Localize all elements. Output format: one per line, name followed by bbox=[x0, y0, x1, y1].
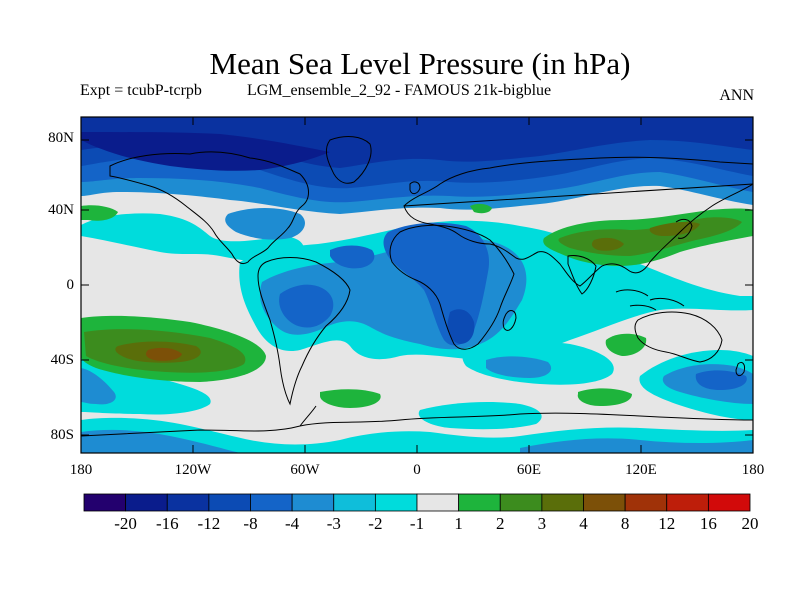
lon-label: 60W bbox=[290, 462, 320, 478]
colorbar-label: 3 bbox=[537, 514, 547, 533]
field-pos-s-atlantic bbox=[320, 389, 381, 408]
colorbar-label: -12 bbox=[197, 514, 221, 533]
field-antarctic-light-east bbox=[520, 438, 753, 453]
colorbar-label: 1 bbox=[454, 514, 463, 533]
field-pos-asia-core bbox=[591, 237, 624, 251]
lon-label: 120W bbox=[174, 462, 212, 478]
lon-label: 60E bbox=[516, 462, 542, 478]
colorbar-swatch bbox=[291, 493, 335, 512]
field-south-cyan-mid bbox=[418, 402, 542, 430]
lon-label: 120E bbox=[625, 462, 657, 478]
experiment-label: Expt = tcubP-tcrpb bbox=[80, 82, 202, 99]
field-pos-north-pacific bbox=[81, 205, 118, 221]
coast-north-america bbox=[109, 151, 309, 265]
colorbar-label: 20 bbox=[741, 514, 759, 533]
colorbar-label: -4 bbox=[285, 514, 300, 533]
colorbar-swatch bbox=[624, 493, 668, 512]
axis-ticks bbox=[81, 117, 753, 453]
lat-label: 0 bbox=[66, 277, 75, 293]
colorbar-label: -16 bbox=[155, 514, 179, 533]
coast-africa bbox=[389, 224, 515, 350]
field-atlantic-blue bbox=[330, 245, 375, 269]
coast-japan bbox=[675, 218, 693, 239]
coast-south-america bbox=[257, 257, 351, 406]
colorbar-label: 4 bbox=[579, 514, 588, 533]
coast-new-zealand bbox=[735, 361, 745, 377]
colorbar-label: -3 bbox=[326, 514, 341, 533]
field-pos-s-indian bbox=[577, 388, 632, 406]
coast-eurasia bbox=[403, 156, 753, 287]
lat-label: 80S bbox=[50, 427, 74, 443]
field-antarctic-light bbox=[81, 429, 240, 453]
colorbar-swatch bbox=[458, 493, 501, 512]
coastlines bbox=[81, 136, 753, 437]
lon-label: 0 bbox=[413, 462, 421, 478]
colorbar-swatch bbox=[707, 493, 751, 512]
lat-label: 80N bbox=[48, 130, 74, 146]
field-south-blue-aus bbox=[695, 370, 747, 390]
colorbar-swatch bbox=[374, 493, 418, 512]
colorbar-swatch bbox=[583, 493, 626, 512]
colorbar-label: 2 bbox=[496, 514, 505, 533]
coast-antarctica bbox=[81, 412, 753, 437]
coast-se-asia-islands bbox=[615, 289, 685, 311]
lat-label: 40S bbox=[50, 352, 74, 368]
ensemble-label: LGM_ensemble_2_92 - FAMOUS 21k-bigblue bbox=[247, 82, 552, 99]
coast-antarctic-peninsula bbox=[299, 405, 317, 427]
lon-label: 180 bbox=[69, 462, 93, 478]
colorbar-swatch bbox=[83, 493, 127, 512]
colorbar-label: 12 bbox=[658, 514, 676, 533]
colorbar-label: 16 bbox=[699, 514, 717, 533]
season-label: ANN bbox=[719, 87, 754, 104]
colorbar-swatch bbox=[541, 493, 584, 512]
colorbar-label: -1 bbox=[409, 514, 425, 533]
coast-uk bbox=[409, 181, 421, 195]
coast-greenland bbox=[325, 136, 372, 184]
colorbar-swatch bbox=[125, 493, 168, 512]
colorbar-label: -8 bbox=[243, 514, 258, 533]
lat-label: 40N bbox=[48, 202, 74, 218]
field-safrica-dark bbox=[447, 309, 475, 344]
colorbar-swatch bbox=[250, 493, 293, 512]
field-na-cyan bbox=[81, 213, 304, 264]
colorbar bbox=[83, 493, 751, 512]
field-pos-indian bbox=[605, 333, 647, 356]
colorbar-label: 8 bbox=[620, 514, 630, 533]
colorbar-swatch bbox=[208, 493, 251, 512]
coast-india bbox=[567, 255, 597, 295]
coast-australia bbox=[634, 311, 723, 363]
colorbar-swatch bbox=[666, 493, 709, 512]
colorbar-swatch bbox=[499, 493, 543, 512]
chart-title: Mean Sea Level Pressure (in hPa) bbox=[209, 46, 631, 81]
colorbar-label: -20 bbox=[114, 514, 137, 533]
field-south-light-indian bbox=[486, 356, 552, 378]
colorbar-swatch bbox=[166, 493, 210, 512]
field-south-light-west bbox=[81, 368, 116, 405]
coast-madagascar bbox=[502, 310, 517, 331]
field-north-belt-core bbox=[81, 117, 753, 168]
field-samerica-blue bbox=[279, 284, 334, 328]
colorbar-swatch bbox=[333, 493, 376, 512]
lon-label: 180 bbox=[741, 462, 765, 478]
field-pos-south-pacific-max bbox=[146, 347, 182, 361]
colorbar-label: -2 bbox=[368, 514, 383, 533]
colorbar-swatch bbox=[416, 493, 460, 512]
field-pos-scandinavia bbox=[470, 203, 492, 214]
